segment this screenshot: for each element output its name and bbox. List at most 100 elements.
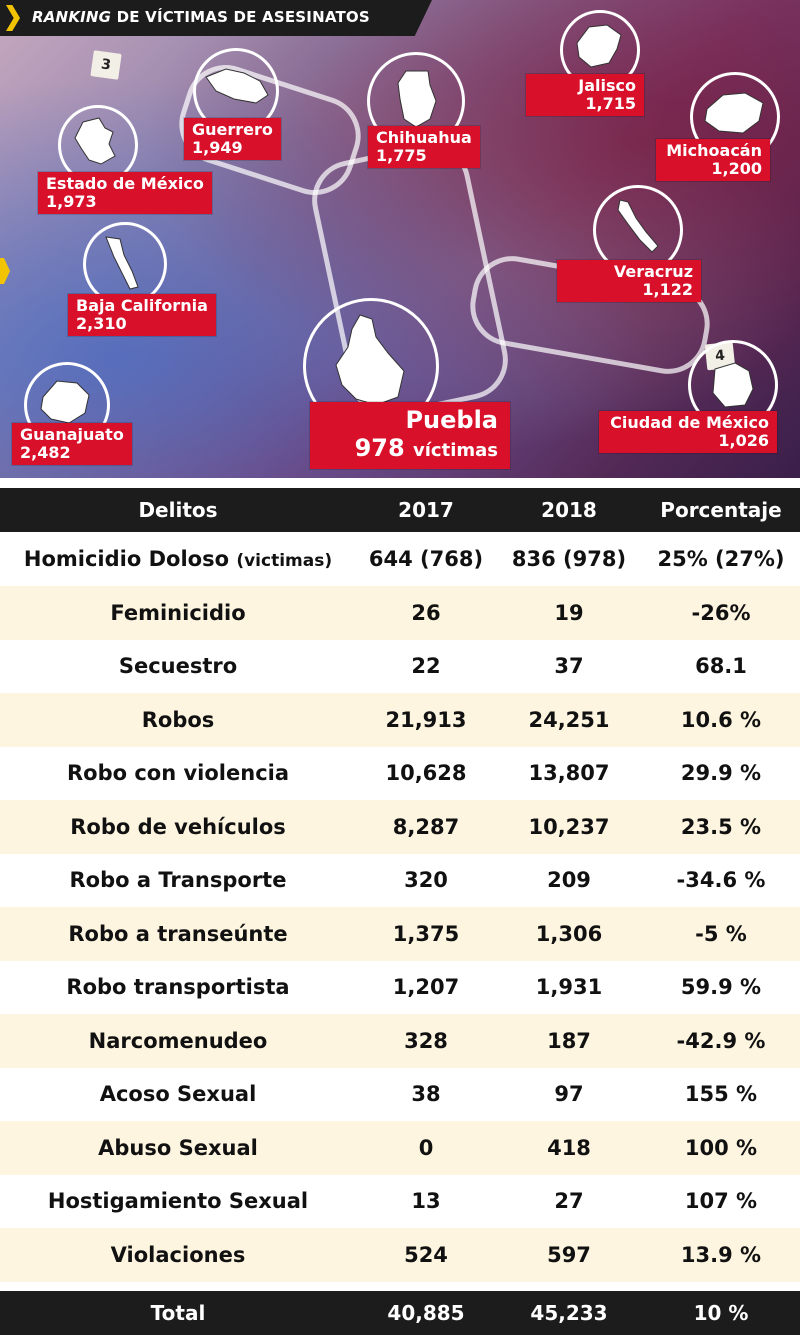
value-2018: 37 xyxy=(554,654,584,678)
value-2018: 187 xyxy=(547,1028,591,1053)
delito-cell: Robo transportista xyxy=(0,975,356,999)
delito-name: Homicidio Doloso xyxy=(23,547,229,571)
table-row: Secuestro 22 37 68.1 xyxy=(0,639,800,693)
table-row: Robos 21,913 24,251 10.6 % xyxy=(0,692,800,747)
value-2018: 10,237 xyxy=(528,814,610,839)
delito-name: Robos xyxy=(141,707,215,732)
value-2017: 0 xyxy=(418,1135,434,1160)
delito-name: Feminicidio xyxy=(110,600,246,625)
value-2017: 21,913 xyxy=(385,707,467,732)
state-value: 1,973 xyxy=(46,192,97,211)
percentage-value: 23.5 % xyxy=(680,814,762,839)
table-row: Violaciones 524 597 13.9 % xyxy=(0,1227,800,1282)
value-2017: 328 xyxy=(404,1028,448,1053)
delito-cell: Feminicidio xyxy=(0,601,356,625)
delito-cell: Abuso Sexual xyxy=(0,1136,356,1160)
state-label-chihuahua: Chihuahua 1,775 xyxy=(368,126,480,168)
delito-cell: Acoso Sexual xyxy=(0,1082,356,1106)
cdmx-map-icon xyxy=(712,362,754,408)
table-row: Feminicidio 26 19 -26% xyxy=(0,585,800,640)
table-header: Delitos 2017 2018 Porcentaje xyxy=(0,488,800,532)
evidence-marker-3: 3 xyxy=(90,50,122,80)
percentage-value: -5 % xyxy=(695,921,747,946)
value-2017: 320 xyxy=(404,868,448,892)
value-2017: 26 xyxy=(411,600,441,625)
value-2017: 22 xyxy=(411,654,441,678)
value-2018: 418 xyxy=(547,1135,591,1160)
table-row: Robo a Transporte 320 209 -34.6 % xyxy=(0,853,800,907)
table-row: Hostigamiento Sexual 13 27 107 % xyxy=(0,1174,800,1228)
state-label-veracruz: Veracruz 1,122 xyxy=(557,260,701,302)
value-2018: 24,251 xyxy=(528,707,610,732)
value-2018: 1,306 xyxy=(535,921,603,946)
title-emphasis: RANKING xyxy=(32,8,112,26)
chevron-icon xyxy=(6,5,20,31)
state-label-guanajuato: Guanajuato 2,482 xyxy=(12,423,132,465)
value-2017: 1,375 xyxy=(392,921,460,946)
value-2017: 38 xyxy=(411,1082,441,1106)
table-row: Homicidio Doloso (victimas) 644 (768) 836 … xyxy=(0,532,800,586)
value-2017: 13 xyxy=(411,1189,441,1213)
veracruz-map-icon xyxy=(617,199,659,253)
value-2018: 209 xyxy=(547,868,591,892)
column-header-2018: 2018 xyxy=(541,498,597,522)
title-rest: DE VÍCTIMAS DE ASESINATOS xyxy=(111,8,370,26)
value-2018: 836 (978) xyxy=(511,547,627,571)
delito-name: Secuestro xyxy=(118,654,238,678)
percentage-value: 13.9 % xyxy=(680,1242,762,1267)
state-label-puebla: Puebla 978 víctimas xyxy=(310,402,510,469)
state-label-edomex: Estado de México 1,973 xyxy=(38,172,212,214)
state-label-michoacan: Michoacán 1,200 xyxy=(656,139,770,181)
percentage-value: 68.1 xyxy=(695,654,747,678)
title-bar: RANKING DE VÍCTIMAS DE ASESINATOS xyxy=(0,0,432,36)
delito-name: Narcomenudeo xyxy=(88,1028,268,1053)
delito-cell: Robos xyxy=(0,708,356,732)
percentage-value: 59.9 % xyxy=(680,975,762,999)
percentage-value: 107 % xyxy=(684,1189,758,1213)
chihuahua-map-icon xyxy=(397,70,437,128)
table-row: Robo de vehículos 8,287 10,237 23.5 % xyxy=(0,799,800,854)
table-row: Acoso Sexual 38 97 155 % xyxy=(0,1067,800,1121)
delito-name: Robo a Transporte xyxy=(69,868,287,892)
delito-cell: Robo a transeúnte xyxy=(0,922,356,946)
table-row: Robo con violencia 10,628 13,807 29.9 % xyxy=(0,746,800,800)
value-2018: 27 xyxy=(554,1189,584,1213)
state-value: 1,122 xyxy=(642,280,693,299)
state-value: 1,200 xyxy=(711,159,762,178)
delito-name: Hostigamiento Sexual xyxy=(47,1189,309,1213)
value-2018: 597 xyxy=(547,1242,591,1267)
state-value: 978 xyxy=(354,434,405,462)
delito-name: Abuso Sexual xyxy=(98,1135,258,1160)
value-2018: 13,807 xyxy=(528,761,610,785)
side-chevron-icon xyxy=(0,258,10,284)
percentage-value: 10.6 % xyxy=(680,707,762,732)
state-value: 1,949 xyxy=(192,138,243,157)
ranking-panel: RANKING DE VÍCTIMAS DE ASESINATOS 3 4 Es… xyxy=(0,0,800,478)
baja-california-map-icon xyxy=(105,236,139,290)
delito-cell: Hostigamiento Sexual xyxy=(0,1189,356,1213)
delito-cell: Homicidio Doloso (victimas) xyxy=(0,547,356,571)
value-2017: 10,628 xyxy=(385,761,467,785)
delito-cell: Secuestro xyxy=(0,654,356,678)
state-value-row: 978 víctimas xyxy=(322,434,498,465)
percentage-value: -34.6 % xyxy=(676,868,766,892)
delito-name: Robo de vehículos xyxy=(70,814,286,839)
ranking-title: RANKING DE VÍCTIMAS DE ASESINATOS xyxy=(32,8,370,26)
delito-note: (victimas) xyxy=(236,551,333,571)
table-row: Robo a transeúnte 1,375 1,306 -5 % xyxy=(0,906,800,961)
state-label-baja-california: Baja California 2,310 xyxy=(68,294,216,336)
value-2018: 97 xyxy=(554,1082,584,1106)
state-value: 1,715 xyxy=(585,94,636,113)
state-name: Baja California xyxy=(76,296,208,315)
jalisco-map-icon xyxy=(576,24,622,68)
state-value: 2,482 xyxy=(20,443,71,462)
value-2017: 524 xyxy=(404,1242,448,1267)
total-2018: 45,233 xyxy=(530,1301,608,1325)
delito-cell: Robo con violencia xyxy=(0,761,356,785)
state-name: Chihuahua xyxy=(376,128,472,147)
value-2018: 19 xyxy=(554,600,584,625)
delito-cell: Robo de vehículos xyxy=(0,815,356,839)
percentage-value: -26% xyxy=(691,600,751,625)
state-name: Veracruz xyxy=(613,262,693,281)
total-percentage: 10 % xyxy=(693,1301,749,1325)
